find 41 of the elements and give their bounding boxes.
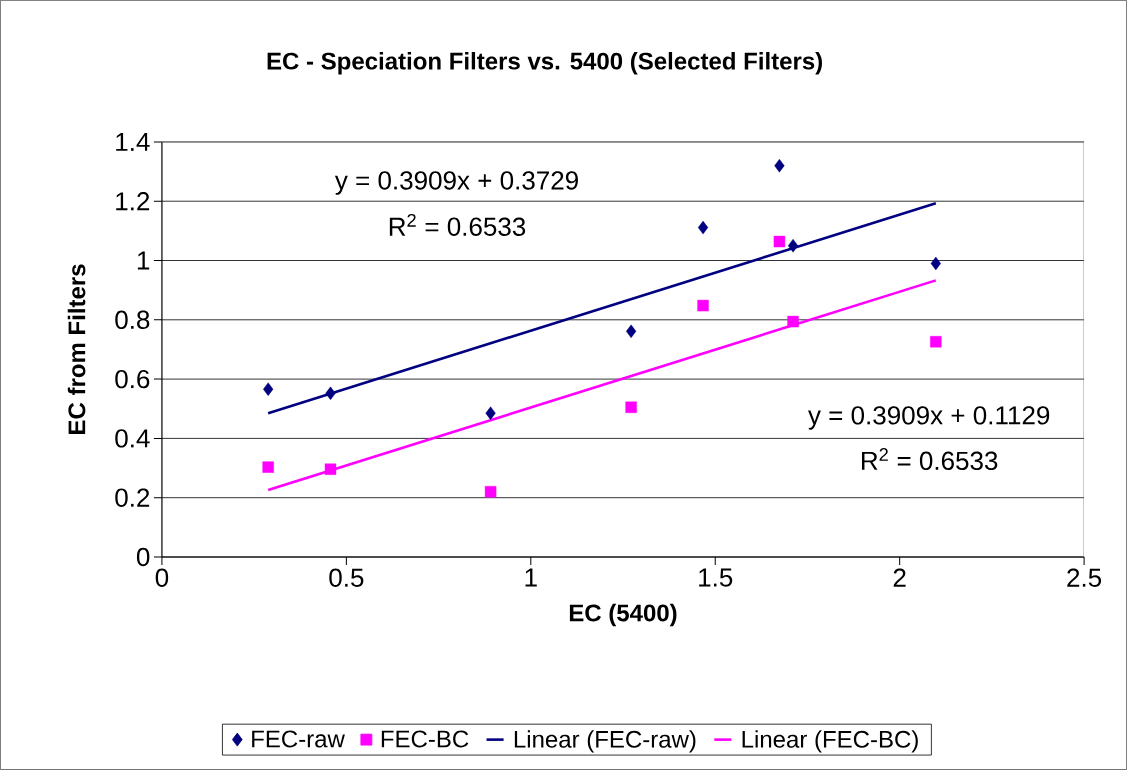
y-tick-label: 1.4 (116, 132, 150, 151)
y-tick-label: 0.8 (115, 310, 150, 330)
y-tick-label: 0.4 (115, 429, 150, 448)
point (774, 158, 785, 173)
y-tick-label: 0.6 (115, 369, 150, 389)
x-tick-label: 0 (155, 568, 169, 587)
x-tick-label: 2.5 (1067, 568, 1102, 587)
point (325, 386, 336, 401)
y-tick-label: 1.2 (116, 192, 150, 211)
point (485, 406, 496, 420)
legend-label: FEC-raw (252, 730, 345, 748)
point (787, 239, 799, 253)
point (262, 461, 274, 473)
point (930, 336, 942, 348)
x-tick-label: 0.5 (329, 568, 364, 587)
point (930, 256, 941, 271)
x-tick-label: 1.5 (699, 568, 733, 587)
x-tick-label: 1 (525, 568, 537, 587)
point (697, 299, 709, 312)
legend-label: Linear (FEC-raw) (514, 730, 696, 753)
point (787, 315, 799, 328)
chart-title: EC - Speciation Filters vs. 5400 (Selected Filters) (267, 52, 822, 75)
point (697, 220, 709, 235)
legend-label: FEC-BC (381, 730, 469, 748)
point (263, 382, 274, 396)
annotation: R$^{2}$ = 0.6533 (862, 448, 998, 471)
annotation: y = 0.3909x + 0.3729 (334, 171, 578, 195)
y-tick-label: 0.2 (115, 488, 150, 507)
point (625, 401, 637, 413)
x-axis-title: EC (5400) (569, 603, 677, 627)
y-tick-label: 1 (137, 251, 150, 270)
annotation: R$^{2}$ = 0.6533 (389, 213, 526, 236)
y-tick-label: 0 (136, 547, 150, 567)
legend-label: Linear (FEC-BC) (742, 730, 918, 753)
y-axis-title: EC from Filters (67, 264, 86, 434)
point (773, 235, 786, 248)
point (484, 486, 497, 498)
point (324, 463, 337, 475)
x-tick-label: 2 (893, 568, 906, 587)
annotation: y = 0.3909x + 0.1129 (808, 406, 1050, 430)
point (626, 324, 637, 339)
